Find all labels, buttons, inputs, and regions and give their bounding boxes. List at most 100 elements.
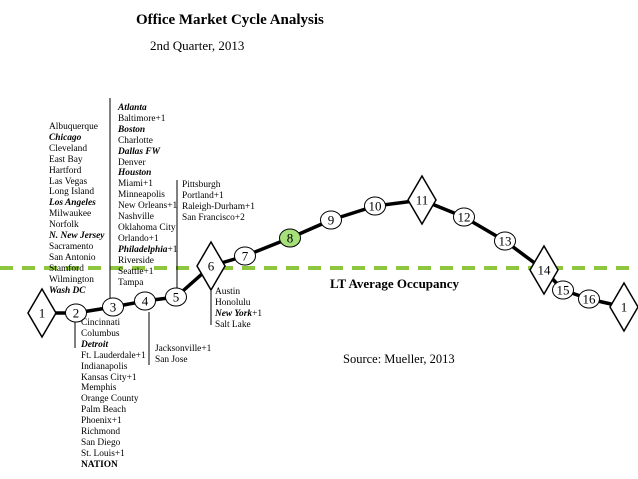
market-name: New Orleans+1 bbox=[118, 201, 178, 212]
cycle-point-label: 1 bbox=[621, 300, 628, 315]
cycle-point-diamond bbox=[27, 287, 57, 339]
cycle-point-10: 10 bbox=[364, 196, 386, 216]
market-name: Phoenix+1 bbox=[81, 416, 122, 427]
market-name: Wash DC bbox=[49, 285, 86, 296]
cycle-point-1: 1 bbox=[27, 287, 57, 339]
cycle-point-label: 9 bbox=[328, 213, 335, 228]
market-name: Hartford bbox=[49, 165, 82, 176]
cycle-point-5: 5 bbox=[165, 287, 187, 307]
cycle-point-circle bbox=[453, 207, 475, 227]
market-name: Oklahoma City bbox=[118, 222, 176, 233]
market-name: Austin bbox=[215, 287, 241, 297]
cycle-point-circle bbox=[279, 228, 301, 248]
market-name: Long Island bbox=[49, 187, 95, 198]
market-name: Boston bbox=[118, 124, 146, 135]
cycle-point-label: 14 bbox=[538, 263, 552, 278]
market-name: San Antonio bbox=[49, 252, 96, 263]
cycle-point-label: 2 bbox=[73, 306, 80, 321]
cycle-point-circle bbox=[234, 246, 256, 266]
cycle-point-label: 10 bbox=[369, 199, 382, 214]
market-list-point-2: Cincinnati Columbus Detroit Ft. Lauderdale+… bbox=[81, 318, 146, 471]
market-name: Wilmington bbox=[49, 274, 94, 285]
page-subtitle: 2nd Quarter, 2013 bbox=[150, 38, 245, 53]
market-name: Columbus bbox=[81, 328, 120, 339]
market-name: New York+1 bbox=[215, 308, 263, 319]
market-name: Chicago bbox=[49, 132, 82, 143]
cycle-point-label: 16 bbox=[583, 292, 597, 307]
source-note: Source: Mueller, 2013 bbox=[343, 352, 455, 366]
cycle-point-label: 5 bbox=[173, 290, 180, 305]
market-name: Norfolk bbox=[49, 220, 79, 231]
market-name: Riverside bbox=[118, 255, 154, 266]
cycle-point-label: 12 bbox=[458, 210, 471, 225]
cycle-point-16: 16 bbox=[578, 289, 600, 309]
cycle-point-15: 15 bbox=[552, 280, 574, 300]
market-name: San Francisco+2 bbox=[182, 212, 245, 223]
cycle-point-circle bbox=[102, 297, 124, 317]
market-name: Indianapolis bbox=[81, 361, 128, 372]
market-name: Jacksonville+1 bbox=[155, 344, 212, 354]
cycle-point-circle bbox=[320, 210, 342, 230]
market-name: San Jose bbox=[155, 354, 188, 365]
cycle-point-6: 6 bbox=[196, 240, 226, 292]
market-name: Memphis bbox=[81, 383, 117, 394]
cycle-point-circle bbox=[364, 196, 386, 216]
cycle-point-diamond bbox=[196, 240, 226, 292]
cycle-point-9: 9 bbox=[320, 210, 342, 230]
market-name: Milwaukee bbox=[49, 209, 92, 220]
cycle-point-17: 1 bbox=[609, 281, 638, 333]
market-name: Seattle+1 bbox=[118, 266, 154, 277]
market-name: Pittsburgh bbox=[182, 180, 221, 190]
market-name: Atlanta bbox=[118, 103, 147, 113]
cycle-point-diamond bbox=[529, 244, 559, 296]
cycle-point-label: 8 bbox=[287, 231, 294, 246]
market-name: Houston bbox=[118, 168, 152, 179]
market-name: Orange County bbox=[81, 394, 139, 405]
market-name: Tampa bbox=[118, 277, 144, 288]
connector-lines bbox=[74, 98, 212, 365]
cycle-point-8: 8 bbox=[279, 228, 301, 248]
cycle-point-diamond bbox=[609, 281, 638, 333]
cycle-point-12: 12 bbox=[453, 207, 475, 227]
cycle-point-label: 15 bbox=[557, 283, 570, 298]
cycle-point-circle bbox=[494, 231, 516, 251]
cycle-point-label: 1 bbox=[39, 306, 46, 321]
cycle-point-11: 11 bbox=[407, 174, 437, 226]
market-list-point-5: Pittsburgh Portland+1 Raleigh-Durham+1 San … bbox=[182, 180, 255, 224]
cycle-point-label: 6 bbox=[208, 259, 215, 274]
market-name: Kansas City+1 bbox=[81, 372, 137, 383]
cycle-point-diamond bbox=[407, 174, 437, 226]
market-name: East Bay bbox=[49, 154, 83, 165]
market-name: St. Louis+1 bbox=[81, 448, 125, 459]
market-list-point-4: Jacksonville+1 San Jose bbox=[155, 344, 211, 366]
cycle-point-circle bbox=[578, 289, 600, 309]
market-list-point-3: Atlanta Baltimore+1 Boston Charlotte Dallas … bbox=[118, 103, 177, 288]
cycle-point-4: 4 bbox=[134, 291, 156, 311]
market-name: Raleigh-Durham+1 bbox=[182, 201, 255, 212]
market-name: Honolulu bbox=[215, 297, 251, 308]
cycle-point-circle bbox=[552, 280, 574, 300]
cycle-point-label: 11 bbox=[416, 193, 429, 208]
market-list-point-6: Austin Honolulu New York+1 Salt Lake bbox=[215, 287, 262, 331]
market-list-point-1: Albuquerque Chicago Cleveland East Bay Hartf… bbox=[49, 122, 104, 297]
market-name: Richmond bbox=[81, 427, 121, 438]
cycle-point-label: 13 bbox=[499, 234, 512, 249]
cycle-point-circle bbox=[165, 287, 187, 307]
market-name: Sacramento bbox=[49, 241, 94, 252]
cycle-point-label: 7 bbox=[242, 249, 249, 264]
cycle-point-13: 13 bbox=[494, 231, 516, 251]
market-name: Ft. Lauderdale+1 bbox=[81, 350, 146, 361]
market-name: Cleveland bbox=[49, 143, 88, 154]
market-name: Philadelphia+1 bbox=[118, 244, 178, 255]
market-name: Orlando+1 bbox=[118, 233, 159, 244]
market-name: NATION bbox=[81, 459, 118, 470]
market-name: Baltimore+1 bbox=[118, 113, 166, 124]
market-name: Los Angeles bbox=[49, 198, 96, 209]
market-name: Las Vegas bbox=[49, 176, 88, 187]
cycle-point-2: 2 bbox=[65, 303, 87, 323]
cycle-point-circle bbox=[134, 291, 156, 311]
cycle-point-7: 7 bbox=[234, 246, 256, 266]
market-name: Albuquerque bbox=[49, 122, 98, 132]
